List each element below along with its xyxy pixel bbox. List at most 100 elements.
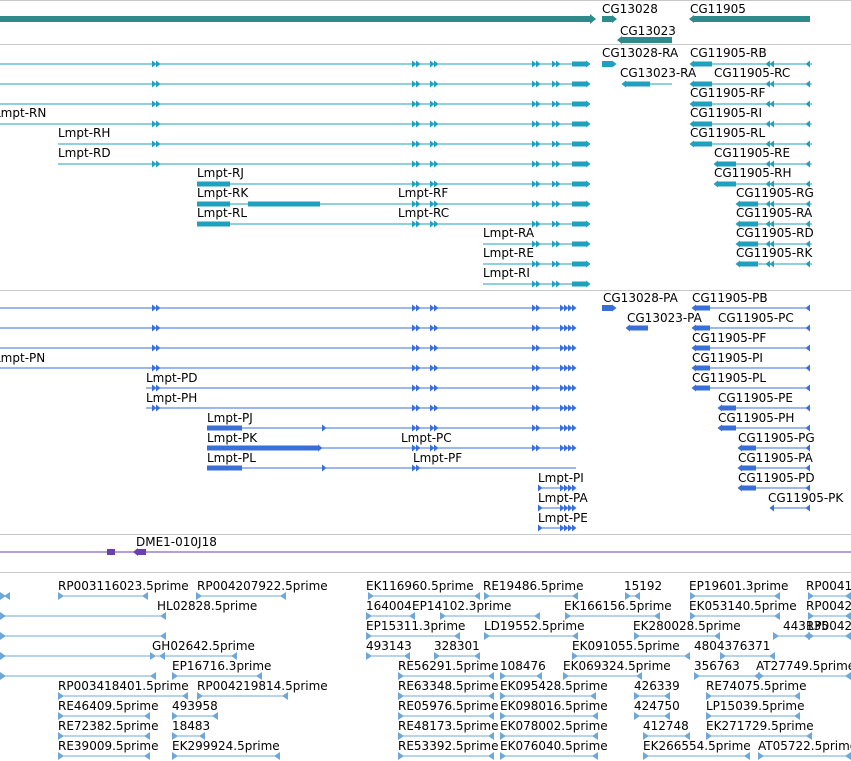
strand-arrow-right[interactable] xyxy=(434,324,439,332)
strand-arrow-right[interactable] xyxy=(536,160,541,168)
est-end[interactable] xyxy=(590,692,596,700)
est-label[interactable]: EK098016.5prime xyxy=(500,699,608,713)
feature-label[interactable]: CG11905-RB xyxy=(690,46,767,60)
strand-arrow-right[interactable] xyxy=(590,14,596,24)
feature-label[interactable]: CG11905-PH xyxy=(718,411,795,425)
est-end[interactable] xyxy=(592,732,598,740)
est-end[interactable] xyxy=(500,712,506,720)
strand-arrow-right[interactable] xyxy=(430,324,435,332)
strand-arrow-right[interactable] xyxy=(434,160,439,168)
exon-block[interactable] xyxy=(694,101,712,107)
strand-arrow-right[interactable] xyxy=(416,304,421,312)
strand-arrow-right[interactable] xyxy=(586,260,591,268)
strand-arrow-right[interactable] xyxy=(532,344,537,352)
strand-arrow-right[interactable] xyxy=(572,524,577,532)
est-end[interactable] xyxy=(142,592,148,600)
strand-arrow-right[interactable] xyxy=(556,280,561,288)
est-end[interactable] xyxy=(0,612,6,620)
est-end[interactable] xyxy=(144,712,150,720)
feature-label[interactable]: Lmpt-RI xyxy=(483,266,530,280)
strand-arrow-right[interactable] xyxy=(536,444,541,452)
est-end[interactable] xyxy=(845,672,851,680)
feature-label[interactable]: Lmpt-PC xyxy=(401,431,452,445)
strand-arrow-right[interactable] xyxy=(556,180,561,188)
feature-label[interactable]: CG11905-RF xyxy=(690,86,766,100)
est-label[interactable]: LP15039.5prime xyxy=(706,699,805,713)
strand-arrow-right[interactable] xyxy=(564,344,569,352)
est-end[interactable] xyxy=(197,692,203,700)
est-end[interactable] xyxy=(643,732,649,740)
est-end[interactable] xyxy=(684,732,690,740)
strand-arrow-right[interactable] xyxy=(416,364,421,372)
est-end[interactable] xyxy=(845,592,851,600)
est-end[interactable] xyxy=(664,712,670,720)
strand-arrow-right[interactable] xyxy=(538,504,543,512)
strand-arrow-right[interactable] xyxy=(536,240,541,248)
strand-arrow-left[interactable] xyxy=(689,80,695,88)
strand-arrow-right[interactable] xyxy=(586,160,591,168)
strand-arrow-right[interactable] xyxy=(430,180,435,188)
est-label[interactable]: EK280028.5prime xyxy=(633,619,741,633)
strand-arrow-right[interactable] xyxy=(416,220,421,228)
feature-label[interactable]: Lmpt-RE xyxy=(483,246,534,260)
est-end[interactable] xyxy=(172,752,178,760)
est-end[interactable] xyxy=(636,672,642,680)
est-end[interactable] xyxy=(845,632,851,640)
strand-arrow-left[interactable] xyxy=(805,364,811,372)
strand-arrow-right[interactable] xyxy=(532,120,537,128)
feature-label[interactable]: Lmpt-PI xyxy=(538,471,584,485)
est-end[interactable] xyxy=(808,592,814,600)
strand-arrow-right[interactable] xyxy=(560,384,565,392)
est-label[interactable]: EK069324.5prime xyxy=(563,659,671,673)
feature-label[interactable]: CG11905-RC xyxy=(714,66,791,80)
est-end[interactable] xyxy=(150,652,156,660)
exon-block[interactable] xyxy=(207,445,242,451)
est-end[interactable] xyxy=(714,632,720,640)
est-label[interactable]: RE74075.5prime xyxy=(706,679,807,693)
exon-block[interactable] xyxy=(694,81,712,87)
strand-arrow-right[interactable] xyxy=(532,324,537,332)
strand-arrow-right[interactable] xyxy=(536,180,541,188)
strand-arrow-right[interactable] xyxy=(572,444,577,452)
strand-arrow-right[interactable] xyxy=(156,80,161,88)
strand-arrow-right[interactable] xyxy=(536,260,541,268)
strand-arrow-left[interactable] xyxy=(769,220,775,228)
strand-arrow-right[interactable] xyxy=(430,140,435,148)
strand-arrow-right[interactable] xyxy=(532,260,537,268)
est-label[interactable]: EK053140.5prime xyxy=(689,599,797,613)
strand-arrow-left[interactable] xyxy=(689,140,695,148)
est-end[interactable] xyxy=(794,692,800,700)
strand-arrow-left[interactable] xyxy=(691,344,697,352)
strand-arrow-right[interactable] xyxy=(538,524,543,532)
feature-label[interactable]: CG11905-RK xyxy=(736,246,813,260)
strand-arrow-right[interactable] xyxy=(556,100,561,108)
strand-arrow-right[interactable] xyxy=(416,444,421,452)
strand-arrow-right[interactable] xyxy=(536,344,541,352)
exon-block[interactable] xyxy=(197,201,230,207)
strand-arrow-right[interactable] xyxy=(412,60,417,68)
est-label[interactable]: EP19601.3prime xyxy=(689,579,789,593)
exon-block[interactable] xyxy=(696,385,710,391)
exon-block[interactable] xyxy=(626,81,650,87)
strand-arrow-right[interactable] xyxy=(564,524,569,532)
strand-arrow-right[interactable] xyxy=(412,100,417,108)
strand-arrow-right[interactable] xyxy=(156,100,161,108)
exon-block[interactable] xyxy=(572,261,586,267)
gene-span-cg13023[interactable] xyxy=(622,37,672,43)
strand-arrow-right[interactable] xyxy=(412,364,417,372)
strand-arrow-right[interactable] xyxy=(152,120,157,128)
est-end[interactable] xyxy=(4,592,10,600)
feature-label[interactable]: CG13023-RA xyxy=(620,66,697,80)
feature-label[interactable]: CG11905-RG xyxy=(736,186,814,200)
strand-arrow-right[interactable] xyxy=(430,100,435,108)
strand-arrow-right[interactable] xyxy=(532,404,537,412)
est-end[interactable] xyxy=(694,672,700,680)
strand-arrow-right[interactable] xyxy=(536,304,541,312)
strand-arrow-right[interactable] xyxy=(412,404,417,412)
strand-arrow-right[interactable] xyxy=(152,404,157,412)
strand-arrow-right[interactable] xyxy=(532,444,537,452)
feature-label[interactable]: CG11905-RI xyxy=(690,106,763,120)
exon-block[interactable] xyxy=(602,305,612,311)
feature-label[interactable]: CG11905-PK xyxy=(768,491,844,505)
strand-arrow-left[interactable] xyxy=(769,60,775,68)
